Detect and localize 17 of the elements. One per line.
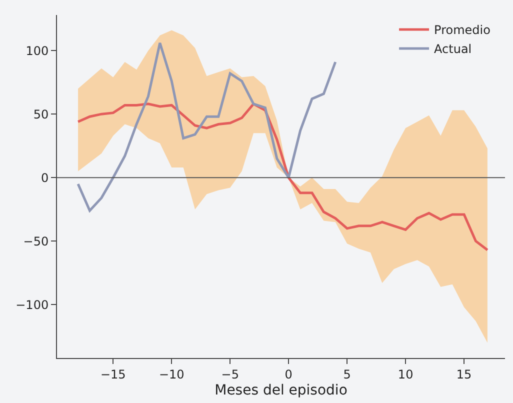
x-tick-label: 5 (343, 367, 351, 382)
x-tick-label: −5 (221, 367, 239, 382)
y-tick-label: −50 (23, 234, 49, 248)
legend-label: Actual (434, 42, 472, 56)
x-tick-label: −10 (158, 367, 184, 382)
x-tick-label: 15 (456, 367, 472, 382)
y-tick-label: 100 (26, 44, 49, 58)
line-series (76, 42, 337, 212)
x-tick-label: −15 (100, 367, 126, 382)
y-tick-label: −100 (16, 298, 49, 312)
x-tick-label: 0 (284, 367, 292, 382)
legend-label: Promedio (434, 23, 490, 38)
x-axis-title: Meses del episodio (214, 382, 348, 399)
y-tick-label: 0 (40, 170, 49, 185)
line-series (76, 102, 489, 252)
x-tick-label: 10 (398, 367, 414, 382)
y-tick-label: 50 (33, 107, 49, 122)
